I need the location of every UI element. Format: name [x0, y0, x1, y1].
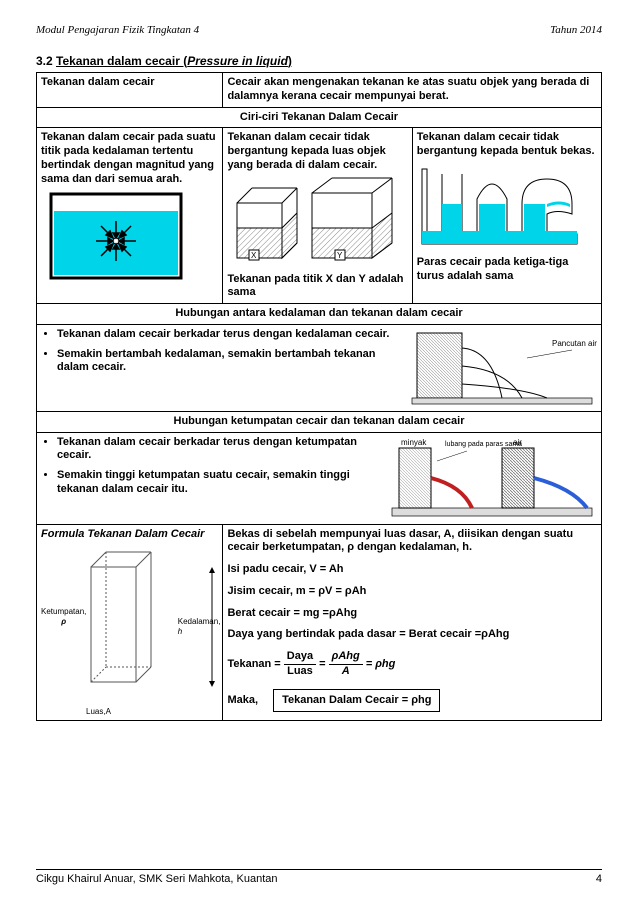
hub2-header: Hubungan ketumpatan cecair dan tekanan d…	[37, 411, 602, 432]
svg-text:X: X	[251, 251, 257, 260]
diagram-tubes	[417, 159, 587, 254]
svg-text:Pancutan air: Pancutan air	[552, 339, 597, 348]
ciri-header: Ciri-ciri Tekanan Dalam Cecair	[37, 107, 602, 128]
svg-text:minyak: minyak	[401, 438, 427, 447]
diagram-cubes: X Y	[227, 173, 397, 273]
hub1-header: Hubungan antara kedalaman dan tekanan da…	[37, 304, 602, 325]
formula-right: Bekas di sebelah mempunyai luas dasar, A…	[223, 524, 602, 721]
row1-left: Tekanan dalam cecair	[37, 73, 223, 108]
hub1-cell: Tekanan dalam cecair berkadar terus deng…	[37, 324, 602, 411]
row1-right: Cecair akan mengenakan tekanan ke atas s…	[223, 73, 602, 108]
ciri-cell-3: Tekanan dalam cecair tidak bergantung ke…	[412, 128, 601, 304]
content-table: Tekanan dalam cecair Cecair akan mengena…	[36, 72, 602, 721]
section-title: 3.2 Tekanan dalam cecair (Pressure in li…	[36, 54, 602, 68]
formula-box: Tekanan Dalam Cecair = ρhg	[273, 689, 440, 713]
svg-text:lubang pada paras sama: lubang pada paras sama	[445, 441, 522, 448]
diagram-tank-arrows	[41, 186, 191, 286]
footer-page: 4	[596, 873, 602, 885]
header-right: Tahun 2014	[550, 24, 602, 36]
ciri-cell-2: Tekanan dalam cecair tidak bergantung ke…	[223, 128, 412, 304]
svg-text:Y: Y	[337, 251, 343, 260]
header-left: Modul Pengajaran Fizik Tingkatan 4	[36, 24, 199, 36]
ciri-cell-1: Tekanan dalam cecair pada suatu titik pa…	[37, 128, 223, 304]
hub2-cell: Tekanan dalam cecair berkadar terus deng…	[37, 432, 602, 524]
page-header: Modul Pengajaran Fizik Tingkatan 4 Tahun…	[36, 24, 602, 36]
formula-left: Formula Tekanan Dalam Cecair Ketumpatan,	[37, 524, 223, 721]
page-footer: Cikgu Khairul Anuar, SMK Seri Mahkota, K…	[36, 873, 602, 885]
diagram-density-jets: minyak air lubang pada paras sama	[387, 436, 597, 521]
footer-left: Cikgu Khairul Anuar, SMK Seri Mahkota, K…	[36, 873, 278, 885]
diagram-depth-jets: Pancutan air	[407, 328, 597, 408]
